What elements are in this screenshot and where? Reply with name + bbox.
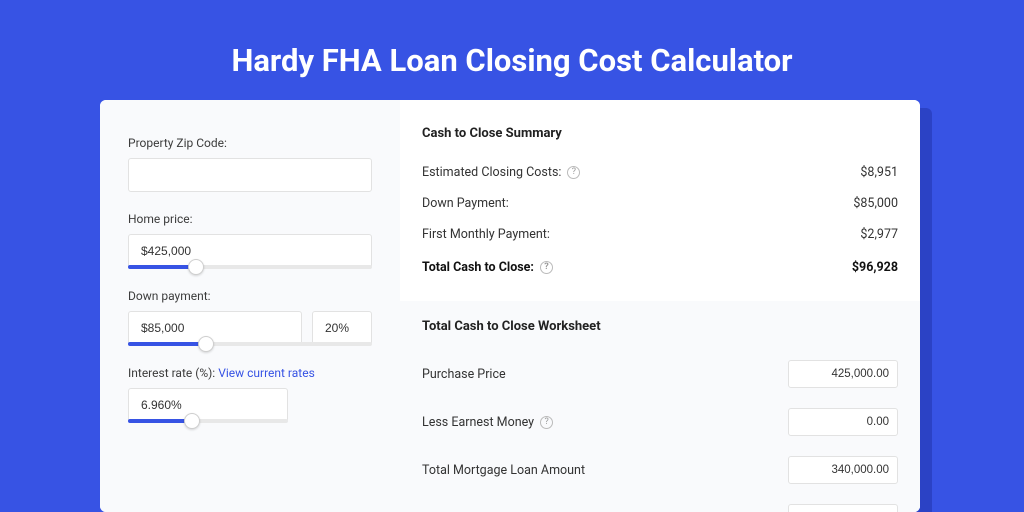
view-rates-link[interactable]: View current rates [218, 366, 315, 380]
page-title: Hardy FHA Loan Closing Cost Calculator [0, 0, 1024, 79]
down-payment-field-group: Down payment: [128, 289, 372, 346]
inputs-panel: Property Zip Code: Home price: Down paym… [100, 100, 400, 512]
worksheet-row-label: Purchase Price [422, 367, 506, 382]
interest-rate-slider[interactable] [128, 419, 288, 423]
summary-total-row: Total Cash to Close: ? $96,928 [422, 252, 898, 283]
interest-rate-label-text: Interest rate (%): [128, 366, 215, 380]
home-price-slider[interactable] [128, 265, 372, 269]
summary-row: First Monthly Payment: $2,977 [422, 219, 898, 250]
summary-row-value: $85,000 [853, 196, 898, 211]
summary-row-value: $2,977 [860, 227, 898, 242]
down-payment-slider[interactable] [128, 342, 372, 346]
results-panel: Cash to Close Summary Estimated Closing … [400, 100, 920, 512]
worksheet-row: Total Mortgage Loan Amount [422, 446, 898, 494]
worksheet-row-label: Less Earnest Money ? [422, 415, 553, 430]
zip-input[interactable] [128, 158, 372, 192]
down-payment-percent-input[interactable] [312, 311, 372, 345]
down-payment-label: Down payment: [128, 289, 372, 303]
slider-thumb[interactable] [184, 413, 200, 429]
worksheet-row-input[interactable] [788, 504, 898, 512]
worksheet-row-input[interactable] [788, 360, 898, 388]
help-icon[interactable]: ? [540, 261, 553, 274]
worksheet-row: Total Second Mortgage Amount [422, 494, 898, 512]
page-background: Hardy FHA Loan Closing Cost Calculator P… [0, 0, 1024, 512]
summary-row: Down Payment: $85,000 [422, 188, 898, 219]
worksheet-panel: Total Cash to Close Worksheet Purchase P… [400, 301, 920, 512]
worksheet-row-label: Total Mortgage Loan Amount [422, 463, 585, 478]
summary-row: Estimated Closing Costs: ? $8,951 [422, 157, 898, 188]
worksheet-title: Total Cash to Close Worksheet [422, 319, 898, 334]
worksheet-row-label-text: Less Earnest Money [422, 415, 534, 430]
worksheet-row-input[interactable] [788, 456, 898, 484]
zip-label: Property Zip Code: [128, 136, 372, 150]
down-payment-input[interactable] [128, 311, 302, 345]
calculator-card: Property Zip Code: Home price: Down paym… [100, 100, 920, 512]
interest-rate-input[interactable] [128, 388, 288, 422]
summary-row-label: Estimated Closing Costs: ? [422, 165, 580, 180]
summary-title: Cash to Close Summary [422, 126, 898, 141]
worksheet-row: Purchase Price [422, 350, 898, 398]
slider-track [128, 342, 372, 346]
down-payment-input-row [128, 311, 372, 345]
summary-total-value: $96,928 [852, 260, 898, 275]
interest-rate-field-group: Interest rate (%): View current rates [128, 366, 372, 423]
summary-total-label-text: Total Cash to Close: [422, 260, 534, 275]
slider-track [128, 419, 288, 423]
summary-row-label-text: Estimated Closing Costs: [422, 165, 561, 180]
summary-row-label: First Monthly Payment: [422, 227, 550, 242]
home-price-label: Home price: [128, 212, 372, 226]
zip-field-group: Property Zip Code: [128, 136, 372, 192]
summary-row-value: $8,951 [860, 165, 898, 180]
slider-track [128, 265, 372, 269]
worksheet-row: Less Earnest Money ? [422, 398, 898, 446]
summary-total-label: Total Cash to Close: ? [422, 260, 553, 275]
help-icon[interactable]: ? [540, 416, 553, 429]
worksheet-row-input[interactable] [788, 408, 898, 436]
interest-rate-label: Interest rate (%): View current rates [128, 366, 372, 380]
slider-thumb[interactable] [188, 259, 204, 275]
help-icon[interactable]: ? [567, 166, 580, 179]
slider-thumb[interactable] [198, 336, 214, 352]
home-price-input[interactable] [128, 234, 372, 268]
summary-row-label: Down Payment: [422, 196, 509, 211]
home-price-field-group: Home price: [128, 212, 372, 269]
